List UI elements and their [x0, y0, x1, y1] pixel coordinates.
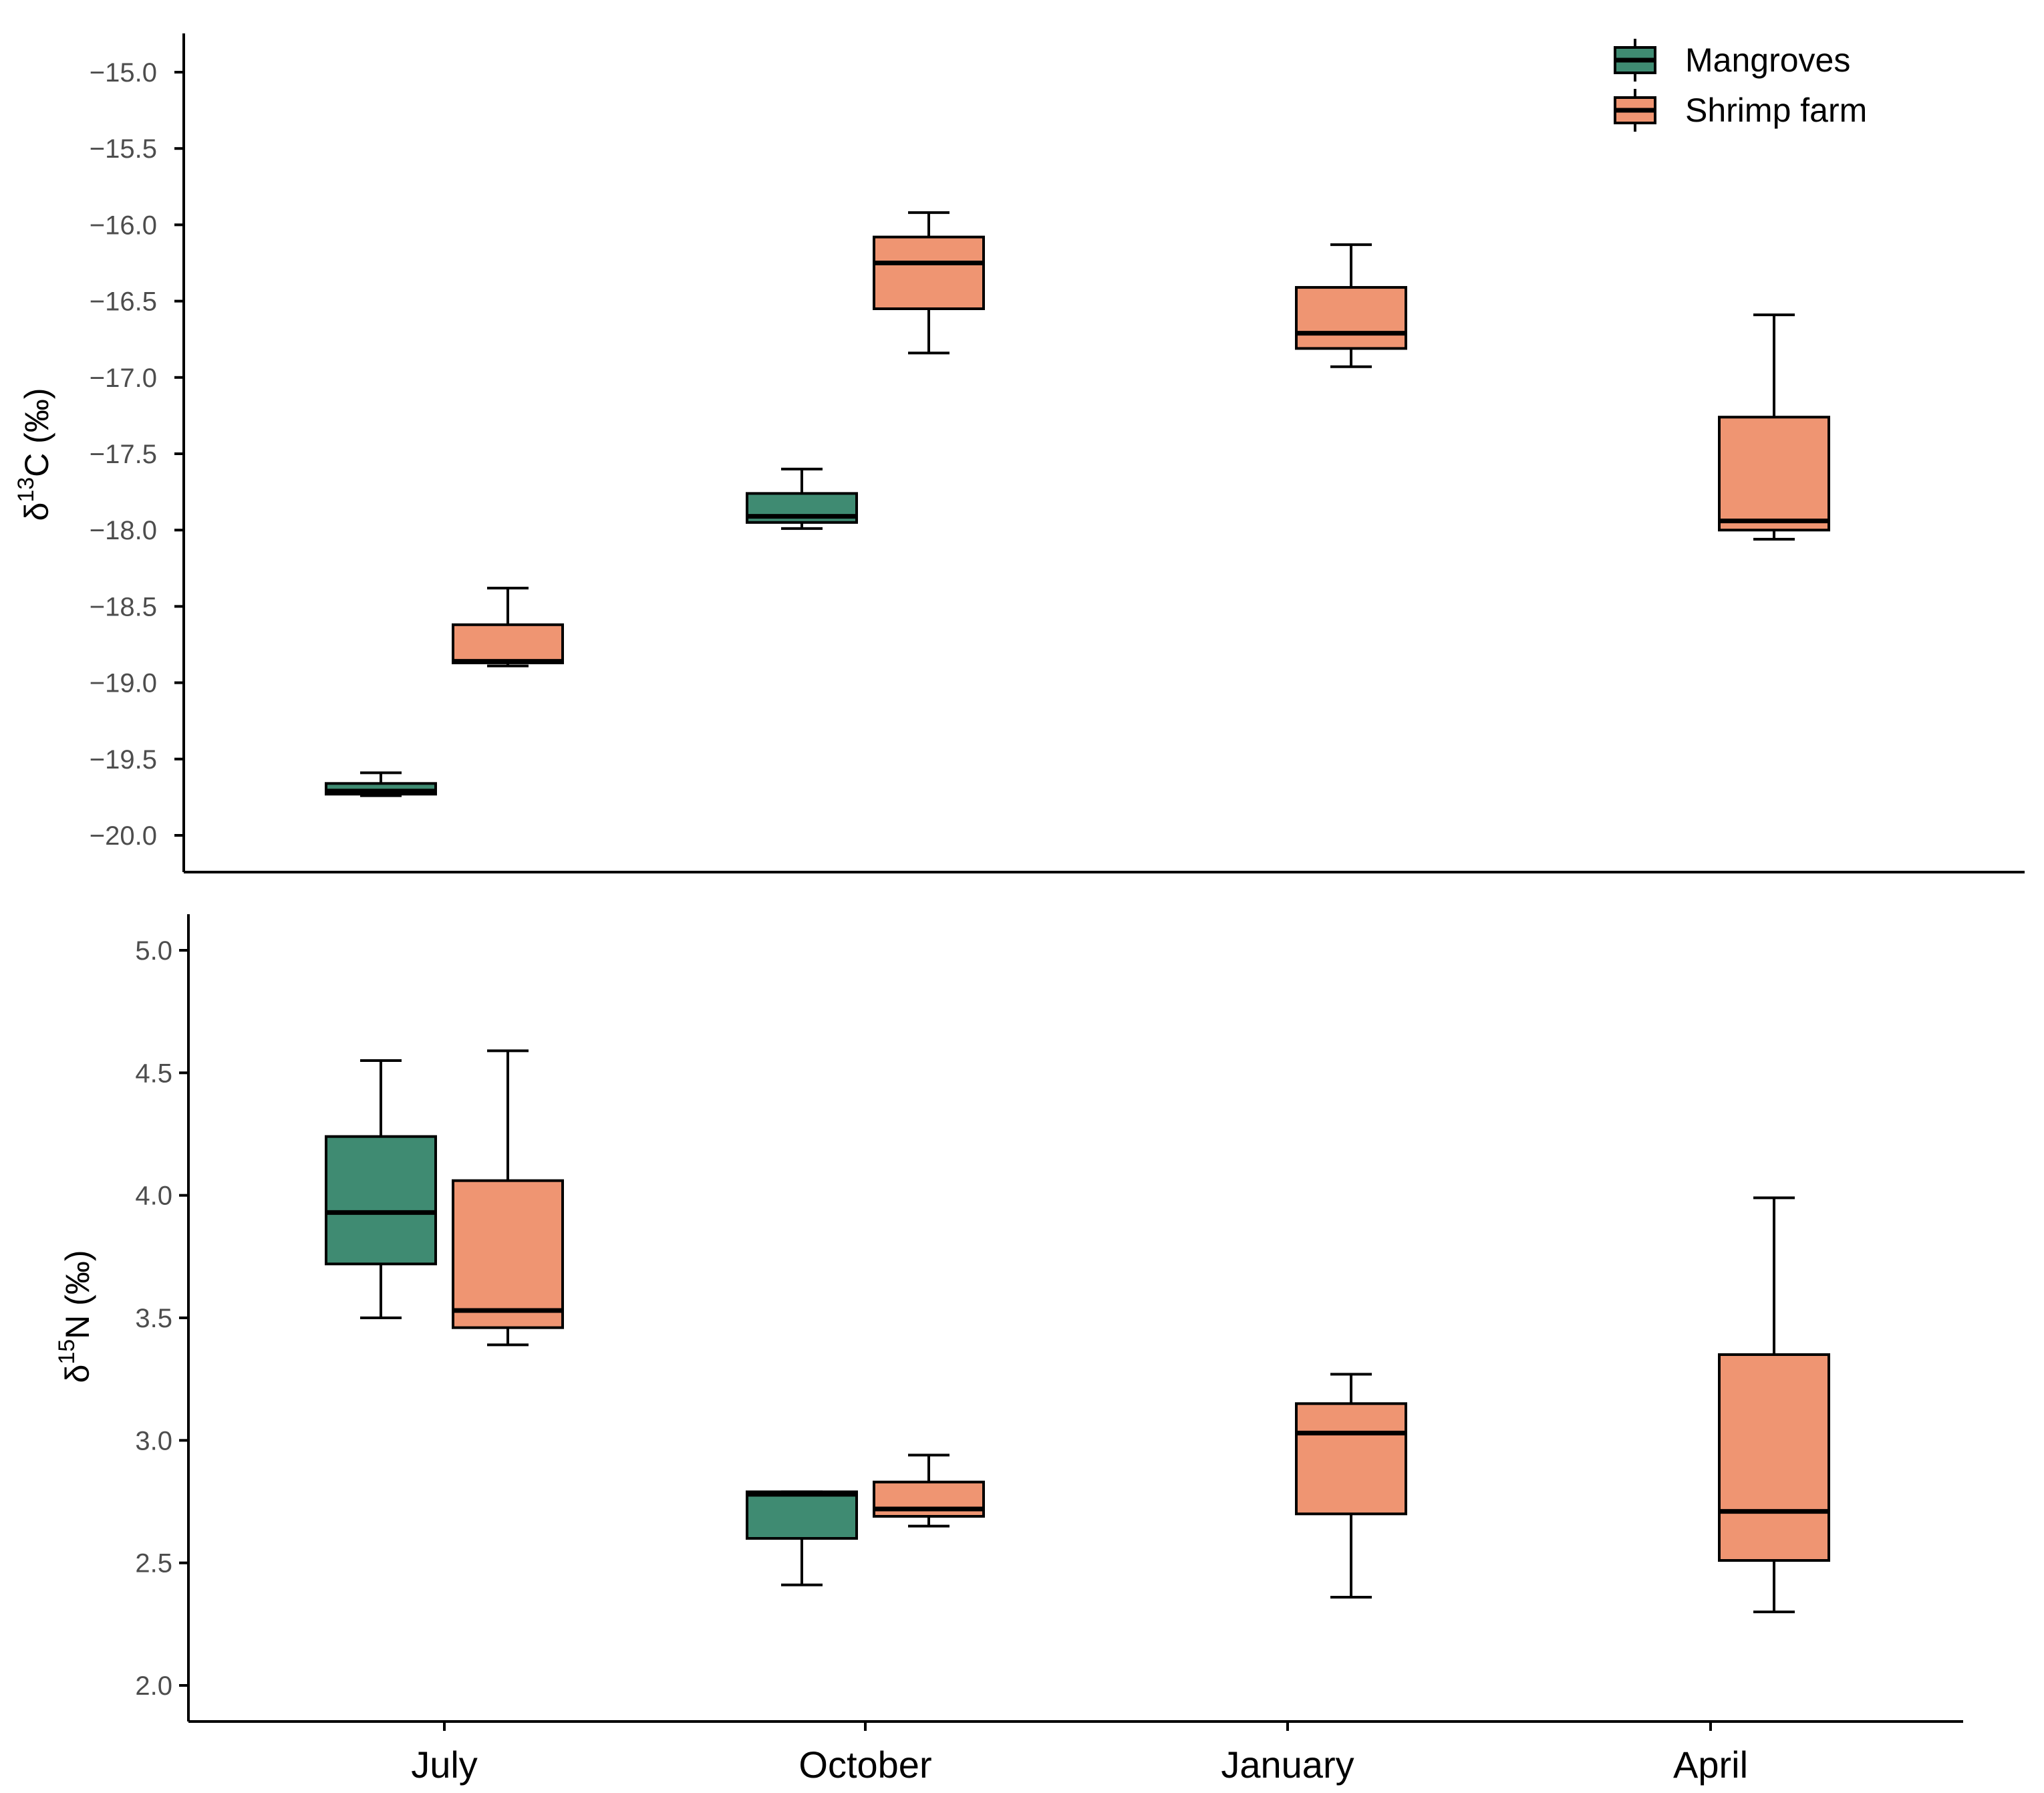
x-tick-label: October	[798, 1744, 931, 1786]
box-mangroves	[746, 1490, 858, 1587]
legend-label: Mangroves	[1685, 41, 1850, 79]
box-shrimp-farm	[873, 1454, 985, 1528]
y-tick-label: −16.0	[90, 211, 157, 240]
y-tick-label: 4.5	[135, 1059, 172, 1088]
y-tick-label: −18.0	[90, 516, 157, 545]
box-shrimp-farm	[452, 1049, 564, 1347]
y-tick-label: 4.0	[135, 1182, 172, 1211]
y-axis-title: δ13C (‰)	[13, 388, 55, 521]
iqr-box	[1295, 286, 1407, 350]
box-shrimp-farm	[1295, 243, 1407, 368]
carbon-isotope-panel: −15.0 −15.5 −16.0 −16.5 −17.0 −17.5 −18.0 −18.5…	[13, 33, 2025, 873]
iqr-box	[1295, 1402, 1407, 1516]
y-axis-title: δ15N (‰)	[54, 1250, 96, 1383]
x-tick-label: January	[1221, 1744, 1354, 1786]
iqr-box	[452, 1179, 564, 1329]
iqr-box	[452, 623, 564, 664]
box-shrimp-farm	[1718, 313, 1830, 541]
y-tick-label: 3.0	[135, 1426, 172, 1456]
y-tick-label: 5.0	[135, 936, 172, 966]
legend-key-shrimp-farm	[1614, 89, 1656, 132]
y-tick-label: −19.5	[90, 745, 157, 775]
iqr-box	[1718, 416, 1830, 532]
y-tick-label: −19.0	[90, 669, 157, 698]
x-tick-label: July	[411, 1744, 478, 1786]
y-tick-label: −16.5	[90, 287, 157, 317]
y-tick-label: −15.0	[90, 58, 157, 88]
y-tick-label: −20.0	[90, 821, 157, 851]
y-tick-label: −18.5	[90, 592, 157, 622]
y-tick-label: 2.5	[135, 1549, 172, 1578]
legend: Mangroves Shrimp farm	[1614, 39, 1867, 132]
iqr-box	[1718, 1353, 1830, 1562]
box-shrimp-farm	[1295, 1373, 1407, 1599]
box-shrimp-farm	[873, 211, 985, 355]
box-mangroves	[325, 1059, 437, 1319]
nitrogen-isotope-panel: 5.0 4.5 4.0 3.5 3.0 2.5 2.0 δ15N (‰) July October…	[54, 914, 1963, 1786]
y-tick-label: −17.5	[90, 440, 157, 469]
y-tick-label: −15.5	[90, 134, 157, 164]
box-mangroves	[746, 467, 858, 530]
box-mangroves	[325, 771, 437, 797]
iqr-box	[746, 1490, 858, 1540]
y-tick-label: 3.5	[135, 1304, 172, 1333]
iqr-box	[325, 1135, 437, 1266]
box-shrimp-farm	[452, 586, 564, 668]
y-tick-label: 2.0	[135, 1671, 172, 1701]
legend-key-mangroves	[1614, 39, 1656, 82]
legend-label: Shrimp farm	[1685, 92, 1867, 129]
box-shrimp-farm	[1718, 1196, 1830, 1613]
y-tick-label: −17.0	[90, 364, 157, 393]
x-tick-label: April	[1673, 1744, 1748, 1786]
iqr-box	[873, 235, 985, 311]
